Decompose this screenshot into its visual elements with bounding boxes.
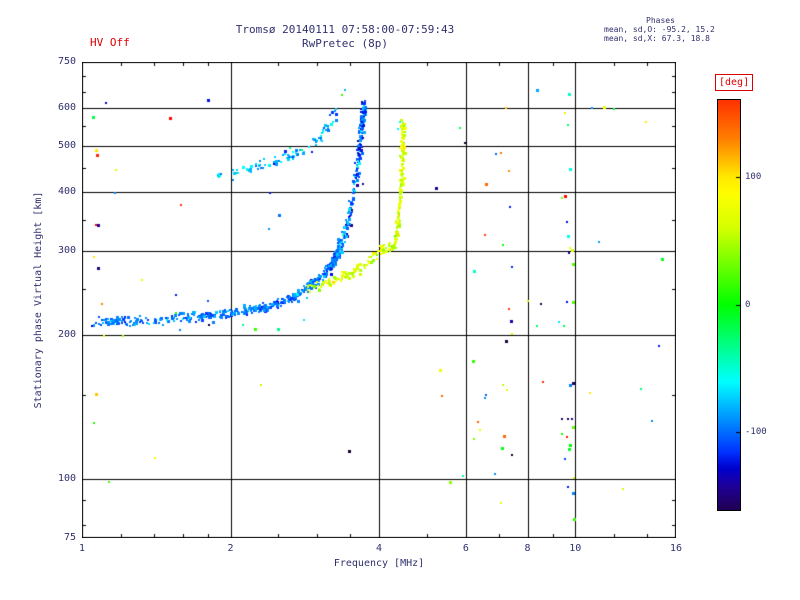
y-tick-label: 400	[57, 185, 76, 197]
colorbar-gradient	[717, 99, 741, 511]
x-tick-label: 2	[227, 543, 234, 554]
colorbar-tick-label: 100	[745, 171, 762, 182]
y-tick-label: 750	[57, 56, 76, 67]
x-tick-label: 10	[569, 543, 582, 554]
phase-stats: Phases mean, sd,O: -95.2, 15.2 mean, sd,…	[604, 16, 715, 43]
phase-stats-x: mean, sd,X: 67.3, 18.8	[604, 34, 710, 43]
phase-stats-o: mean, sd,O: -95.2, 15.2	[604, 25, 715, 34]
y-tick-label: 75	[63, 532, 76, 543]
x-axis-label: Frequency [MHz]	[333, 558, 425, 569]
plot-title: Tromsø 20140111 07:58:00-07:59:43	[235, 23, 455, 36]
x-tick-label: 6	[462, 543, 469, 554]
y-axis-label: Stationary phase Virtual Height [km]	[33, 191, 44, 409]
x-tick-label: 8	[524, 543, 531, 554]
y-tick-label: 300	[57, 245, 76, 257]
y-tick-label: 500	[57, 139, 76, 151]
y-tick-label: 600	[57, 102, 76, 114]
x-tick-label: 1	[78, 543, 86, 554]
colorbar-tick-label: 0	[745, 299, 751, 310]
y-tick-label: 100	[57, 472, 76, 484]
plot-subtitle: RwPretec (8p)	[301, 37, 389, 50]
x-tick-label: 4	[375, 543, 383, 554]
x-tick-label: 16	[669, 543, 683, 554]
y-tick-label: 200	[57, 329, 76, 341]
colorbar-tick-label: -100	[745, 426, 767, 437]
plot-canvas	[82, 62, 676, 538]
phase-stats-title: Phases	[646, 16, 675, 25]
colorbar-unit-label: [deg]	[715, 74, 754, 91]
hv-status-label: HV Off	[90, 36, 130, 49]
